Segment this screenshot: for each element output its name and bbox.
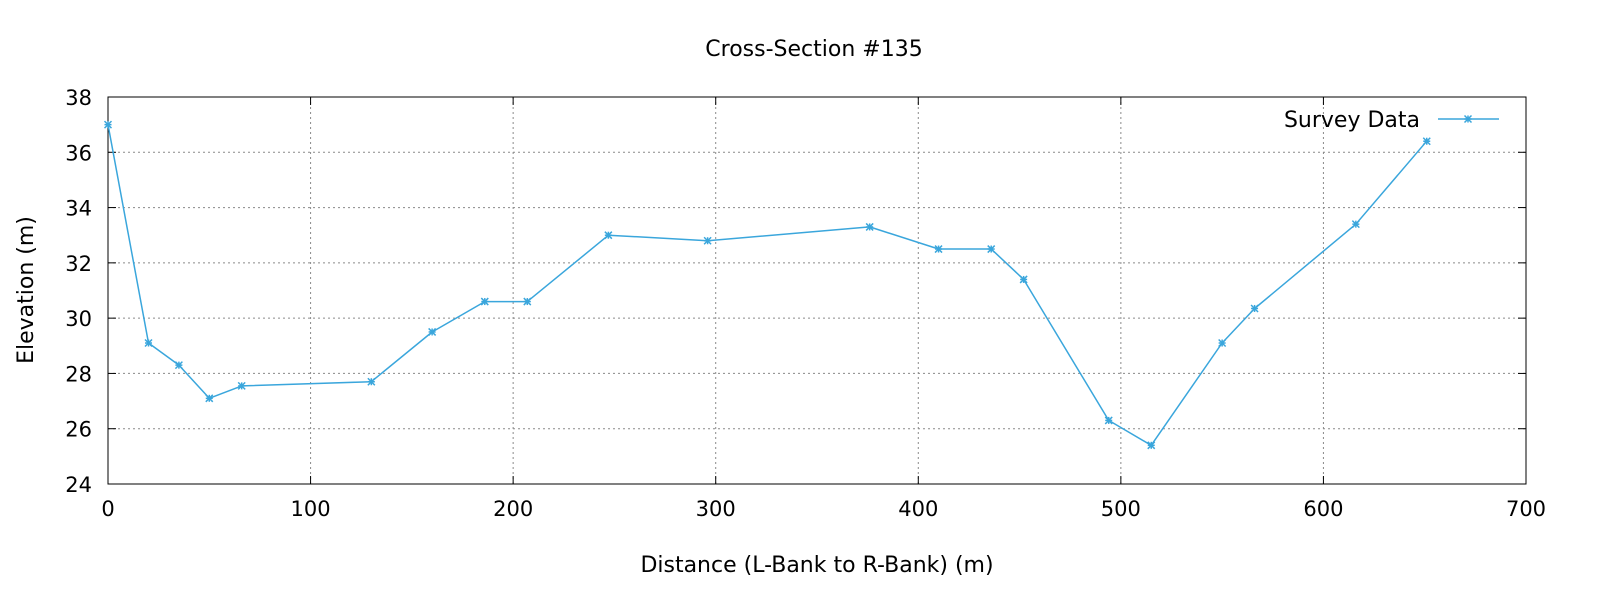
- legend-marker-star: [1463, 114, 1473, 124]
- data-point: [604, 231, 613, 240]
- data-point: [1019, 275, 1028, 284]
- data-point: [237, 381, 246, 390]
- x-tick-label: 200: [493, 497, 533, 521]
- data-point: [1147, 441, 1156, 450]
- x-tick-label: 0: [101, 497, 114, 521]
- data-point: [144, 338, 153, 348]
- y-tick-label: 26: [65, 418, 92, 442]
- tick-marks: [107, 96, 1527, 485]
- legend-marker: [1463, 114, 1473, 124]
- marker-stroke: [1422, 137, 1431, 146]
- marker-stroke: [987, 245, 996, 254]
- data-point: [174, 361, 183, 370]
- data-point: [987, 245, 996, 254]
- chart-title: Cross-Section #135: [705, 37, 922, 62]
- marker-stroke: [703, 236, 712, 245]
- marker-stroke: [1019, 275, 1028, 284]
- x-tick-label: 700: [1506, 497, 1546, 521]
- grid: [108, 97, 1526, 484]
- marker-stroke: [1250, 304, 1259, 313]
- marker-stroke: [1351, 220, 1360, 229]
- data-point: [103, 120, 113, 129]
- marker-stroke: [367, 377, 376, 386]
- marker-stroke: [523, 297, 532, 306]
- marker-stroke: [144, 338, 153, 348]
- x-tick-labels: 0 100 200 300 400 500 600 700: [101, 497, 1546, 521]
- x-tick-label: 500: [1101, 497, 1141, 521]
- marker-stroke: [1463, 114, 1473, 124]
- legend: Survey Data: [1284, 108, 1499, 133]
- marker-stroke: [934, 245, 943, 254]
- data-point: [865, 222, 874, 231]
- marker-stroke: [1218, 338, 1227, 348]
- data-point: [1104, 416, 1113, 425]
- marker-stroke: [237, 381, 246, 390]
- marker-stroke: [480, 297, 489, 306]
- y-axis-label: Elevation (m): [14, 216, 39, 364]
- marker-stroke: [1147, 441, 1156, 450]
- marker-stroke: [103, 120, 113, 129]
- y-tick-label: 38: [65, 86, 92, 110]
- marker-stroke: [1104, 416, 1113, 425]
- plot-frame: [107, 96, 1527, 485]
- data-point: [428, 327, 437, 336]
- marker-stroke: [865, 222, 874, 231]
- data-point: [1422, 137, 1431, 146]
- series-layer: [103, 120, 1431, 450]
- marker-stroke: [604, 231, 613, 240]
- data-point: [703, 236, 712, 245]
- marker-stroke: [174, 361, 183, 370]
- x-tick-label: 400: [898, 497, 938, 521]
- data-point: [934, 245, 943, 254]
- x-tick-label: 300: [696, 497, 736, 521]
- x-axis-label: Distance (L-Bank to R-Bank) (m): [640, 553, 993, 578]
- data-point: [1218, 338, 1227, 348]
- x-tick-label: 600: [1303, 497, 1343, 521]
- y-tick-label: 24: [65, 473, 92, 497]
- y-tick-label: 28: [65, 362, 92, 386]
- data-point: [367, 377, 376, 386]
- legend-label: Survey Data: [1284, 108, 1420, 133]
- marker-stroke: [428, 327, 437, 336]
- y-tick-label: 36: [65, 141, 92, 165]
- y-tick-labels: 24 26 28 30 32 34 36 38: [65, 86, 92, 497]
- data-point: [205, 394, 214, 403]
- y-tick-label: 30: [65, 307, 92, 331]
- data-point: [523, 297, 532, 306]
- series-line: [107, 124, 1428, 447]
- data-point: [1351, 220, 1360, 229]
- data-point: [1250, 304, 1259, 313]
- data-point: [480, 297, 489, 306]
- y-tick-label: 32: [65, 252, 92, 276]
- x-tick-label: 100: [291, 497, 331, 521]
- marker-stroke: [205, 394, 214, 403]
- y-tick-label: 34: [65, 197, 92, 221]
